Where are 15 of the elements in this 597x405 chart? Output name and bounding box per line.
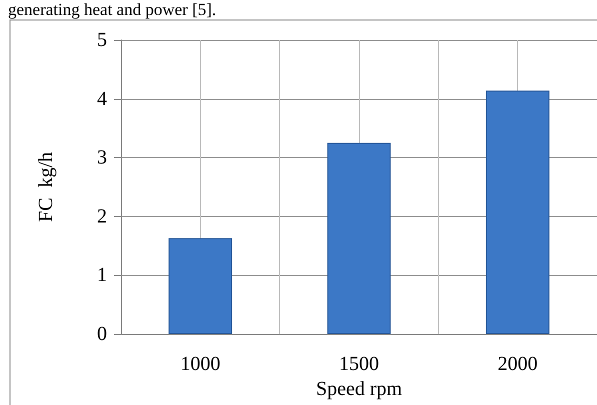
x-tick-label: 1000 <box>180 353 220 375</box>
y-tick-label: 4 <box>97 88 107 110</box>
y-axis-title: FC kg/h <box>35 152 57 222</box>
y-tick-label: 3 <box>97 146 107 169</box>
y-tick-label: 5 <box>97 29 107 51</box>
x-axis-title: Speed rpm <box>316 378 402 400</box>
y-tick-label: 0 <box>97 323 107 345</box>
bar <box>486 90 550 334</box>
bar <box>168 238 232 334</box>
y-tick-label: 1 <box>97 264 107 286</box>
bar <box>327 142 391 334</box>
y-tick-label: 2 <box>97 205 107 228</box>
x-tick-label: 2000 <box>498 353 538 375</box>
x-tick-label: 1500 <box>339 353 379 375</box>
text: generating heat and power [5]. <box>8 0 216 19</box>
